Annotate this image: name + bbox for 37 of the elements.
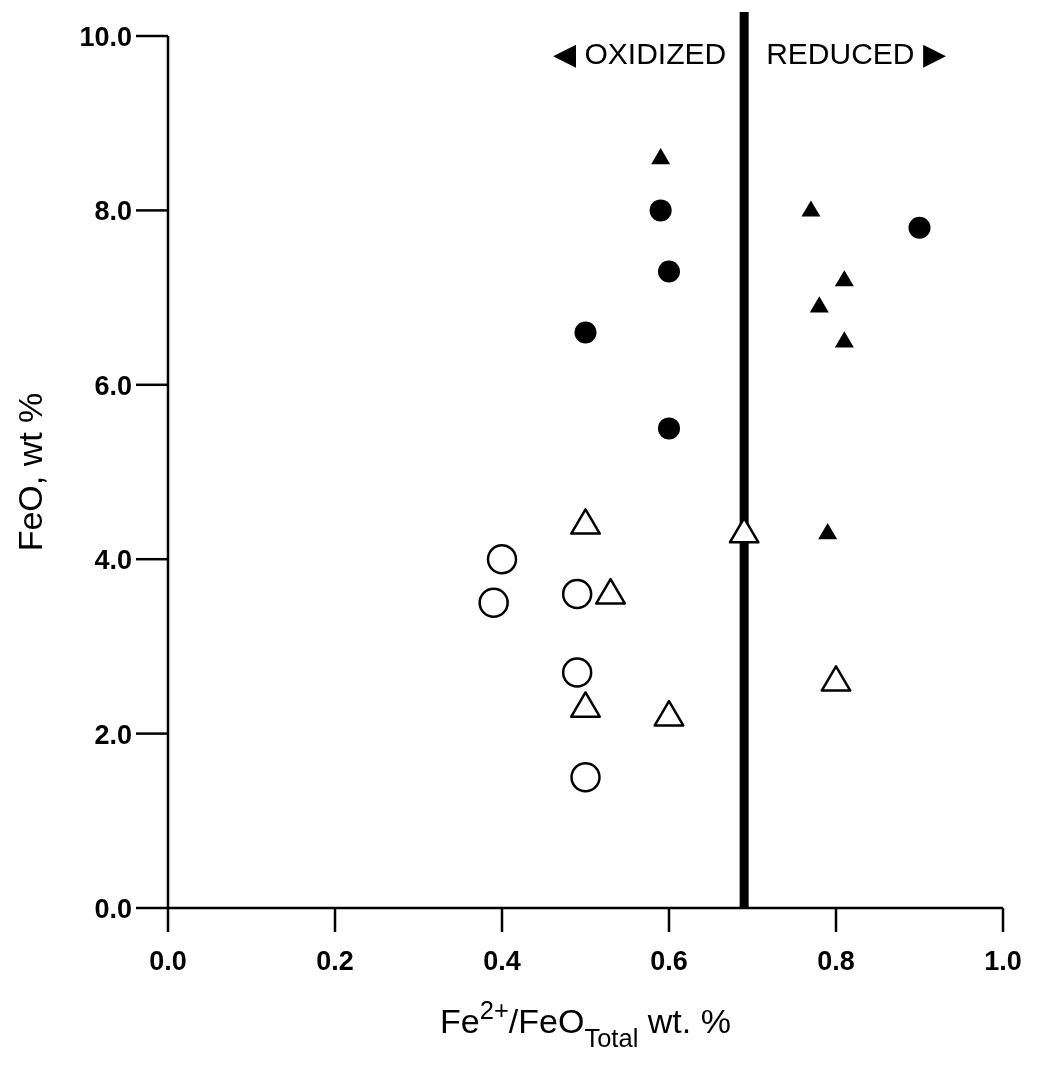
point [478,587,509,619]
point [561,578,593,610]
point [908,216,931,239]
point [801,200,821,217]
annotation: REDUCED ▶ [766,37,946,70]
x-tick-label: 0.6 [650,946,688,976]
point [486,543,518,575]
point [570,508,601,535]
x-tick-label: 0.8 [817,946,855,976]
y-tick-label: 4.0 [94,545,132,576]
y-tick-label: 10.0 [79,22,132,52]
point [570,761,601,793]
point [834,270,854,287]
point [574,321,597,344]
point [570,691,601,718]
y-tick-label: 8.0 [94,196,132,227]
point [809,296,829,313]
x-tick-label: 0.2 [316,946,354,976]
x-tick-label: 1.0 [984,946,1022,976]
x-tick-label: 0.0 [149,946,187,976]
point [595,577,627,605]
point [651,148,671,165]
point [818,523,838,540]
point [820,665,852,692]
y-tick-label: 2.0 [94,719,132,750]
y-tick-label: 0.0 [94,894,132,924]
point [834,331,854,348]
point [658,417,680,440]
point [561,657,593,688]
annotation: ◀ OXIDIZED [553,37,727,70]
point [658,260,680,283]
x-tick-label: 0.4 [483,946,521,976]
x-axis-title: Fe$^{2+}$/FeO$_{Total}$ wt. % [440,996,731,1052]
point [649,199,672,222]
point [653,699,685,727]
y-tick-label: 6.0 [94,370,132,401]
y-axis-title: FeO, wt % [11,392,49,552]
